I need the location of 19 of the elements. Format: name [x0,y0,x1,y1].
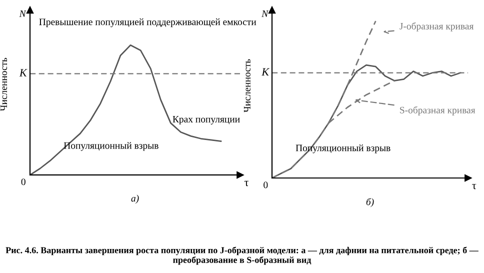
legend-label: J-образная кривая [400,22,474,32]
text: Рис. 4.6. Варианты завершения роста популяции по J-образной модели: а — для дафнии на питательной среде; б — преобразование в S-образный вид [6,246,478,265]
annotation: Крах популяции [172,116,240,124]
annotation: Популяционный взрыв [64,142,158,151]
text: N [262,10,269,17]
x-axis-title: τ [244,180,248,186]
y-axis-title: Численность [244,59,250,112]
y-axis-title: Численность [0,58,8,111]
text: S-образная кривая [400,106,476,116]
text: 0 [264,182,268,188]
text: б) [366,198,374,208]
text: а) [131,194,139,204]
x-axis-title: τ [472,184,476,190]
text: N [19,10,26,17]
text: 0 [21,178,26,186]
annotation: Популяционный взрыв [296,144,390,154]
text: Превышение популяцией поддерживающей емкости [39,18,256,28]
ref-line-label: K [19,69,28,76]
ref-line-label: K [262,68,270,76]
